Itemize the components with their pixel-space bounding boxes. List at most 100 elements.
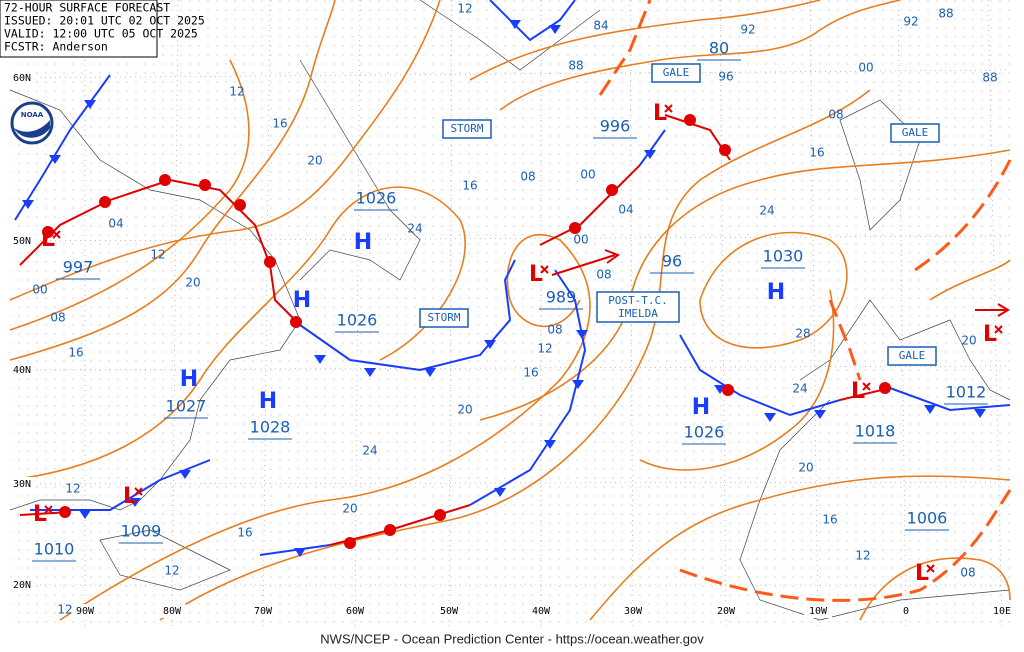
warm-front-semicircle — [722, 384, 734, 396]
longitude-label-box — [341, 604, 369, 618]
warning-label: GALE — [902, 126, 929, 139]
grid — [9, 0, 1011, 629]
pressure-value: 1010 — [34, 540, 75, 559]
cold-front-triangle — [576, 330, 588, 339]
low-symbol: L — [851, 379, 865, 404]
pressure-value: 996 — [600, 117, 631, 136]
isobar-label: 16 — [68, 346, 83, 360]
pressure-value: 1012 — [946, 383, 987, 402]
cold-front-triangle — [314, 355, 326, 364]
warning-box — [442, 119, 492, 139]
low-symbol: L — [653, 101, 667, 126]
cold-front-triangle — [129, 498, 141, 507]
isobar-label: 92 — [903, 15, 918, 29]
isobar-label: 20 — [342, 502, 357, 516]
latitude-label-box — [8, 234, 36, 248]
footer-credit: NWS/NCEP - Ocean Prediction Center - htt… — [320, 631, 704, 646]
warning-box — [887, 346, 937, 366]
isobar-label: 28 — [795, 327, 810, 341]
warning-label: STORM — [427, 311, 460, 324]
isobar-label: 12 — [855, 549, 870, 563]
warm-front-semicircle — [434, 509, 446, 521]
isobar-label: 24 — [407, 222, 422, 236]
front-symbols — [22, 20, 986, 557]
isobar-label: 24 — [792, 382, 807, 396]
cold-front-triangle — [509, 20, 521, 29]
isobar-label: 16 — [822, 513, 837, 527]
isobar-label: 08 — [596, 268, 611, 282]
isobar-label: 00 — [573, 233, 588, 247]
cold-front-triangle — [84, 100, 96, 109]
longitude-label: 30W — [624, 606, 643, 617]
warning-box — [419, 308, 469, 328]
cold-front-triangle — [424, 368, 436, 377]
warning-label: GALE — [663, 66, 690, 79]
low-cross — [134, 487, 143, 496]
longitude-label: 20W — [717, 606, 736, 617]
pressure-value: 1028 — [250, 418, 291, 437]
low-symbol: L — [33, 502, 47, 527]
cold-front-triangle — [364, 368, 376, 377]
isobar-label: 16 — [272, 117, 287, 131]
pressure-value: 96 — [662, 252, 682, 271]
isobar-label: 12 — [57, 603, 72, 617]
longitude-label: 10E — [993, 606, 1011, 617]
warm-front-semicircle — [684, 114, 696, 126]
isobar-label: 24 — [362, 444, 377, 458]
isobar-label: 04 — [618, 203, 633, 217]
header-valid: VALID: 12:00 UTC 05 OCT 2025 — [4, 27, 198, 41]
high-symbol: H — [767, 280, 785, 305]
latitude-label: 50N — [13, 236, 31, 247]
cold-front-triangle — [974, 409, 986, 418]
longitude-label: 50W — [440, 606, 459, 617]
isobar-label: 16 — [237, 526, 252, 540]
low-cross — [44, 505, 53, 514]
cold-front-triangle — [572, 380, 584, 389]
isobar-label: 12 — [457, 2, 472, 16]
longitude-label-box — [527, 604, 555, 618]
noaa-logo: NOAA — [10, 101, 54, 145]
warm-front-semicircle — [99, 196, 111, 208]
pressure-value: 1026 — [356, 189, 397, 208]
isobar-label: 12 — [164, 564, 179, 578]
warning-label: GALE — [899, 349, 926, 362]
longitude-label: 10W — [809, 606, 828, 617]
latitude-label-box — [8, 363, 36, 377]
longitude-label-box — [712, 604, 740, 618]
isobar-label: 08 — [828, 108, 843, 122]
pressure-value: 80 — [709, 39, 729, 58]
pressure-value: 1009 — [121, 522, 162, 541]
low-cross — [664, 104, 673, 113]
high-symbol: H — [259, 389, 277, 414]
isobar-label: 00 — [858, 61, 873, 75]
isobar-label: 20 — [307, 154, 322, 168]
cold-front-triangle — [764, 413, 776, 422]
pressure-value: 1006 — [907, 509, 948, 528]
warm-front-semicircle — [719, 144, 731, 156]
isobar-label: 12 — [537, 342, 552, 356]
storm-name-box — [596, 291, 680, 323]
isobar-label: 08 — [960, 566, 975, 580]
isobar-label: 04 — [108, 217, 123, 231]
longitude-label-box — [71, 604, 99, 618]
warm-front-semicircle — [42, 226, 54, 238]
warm-front-semicircle — [569, 222, 581, 234]
pressure-value: 1018 — [855, 422, 896, 441]
warm-front-semicircle — [879, 382, 891, 394]
storm-name: POST-T.C. — [608, 294, 668, 307]
latitude-label: 20N — [13, 580, 31, 591]
pressure-value: 1027 — [166, 397, 207, 416]
isobar-label: 92 — [740, 23, 755, 37]
warm-front-semicircle — [59, 506, 71, 518]
longitude-label-box — [158, 604, 186, 618]
logo-text: NOAA — [21, 111, 44, 119]
isobar-label: 08 — [547, 323, 562, 337]
cold-front-triangle — [49, 155, 61, 164]
isobar-label: 88 — [568, 59, 583, 73]
isobar-label: 88 — [938, 7, 953, 21]
cold-front-triangle — [494, 488, 506, 497]
pressure-value: 1026 — [337, 311, 378, 330]
cold-front-triangle — [484, 340, 496, 349]
latitude-label: 40N — [13, 365, 31, 376]
header-title: 72-HOUR SURFACE FORECAST — [4, 1, 170, 15]
